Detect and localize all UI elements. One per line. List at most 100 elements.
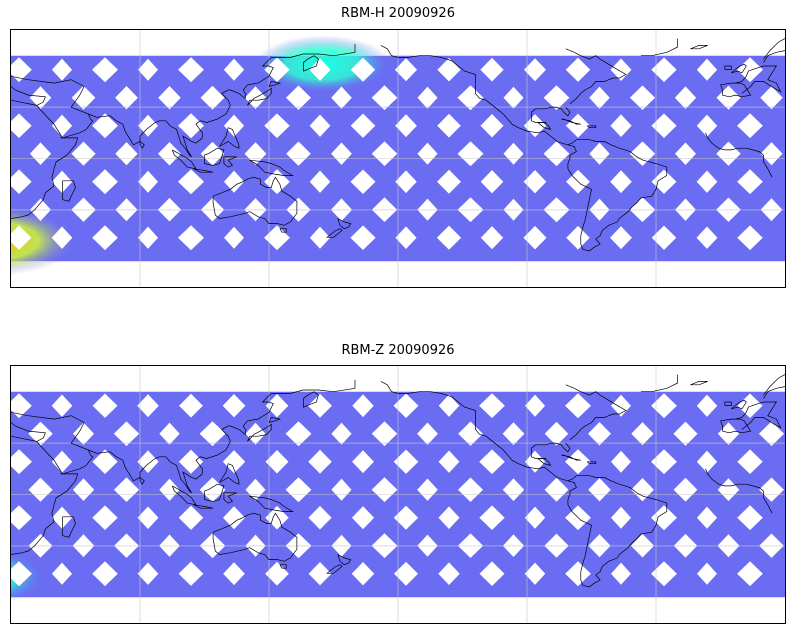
coastline (139, 477, 145, 485)
coastline (705, 132, 773, 178)
swath-gap (11, 505, 32, 531)
swath-gap (223, 58, 245, 81)
swath-gap (352, 450, 374, 474)
coastline (561, 454, 581, 461)
coastline (212, 176, 298, 226)
swath-gap (395, 170, 417, 194)
coastline (763, 386, 785, 399)
swath-gap (264, 225, 290, 251)
swath-gap (395, 114, 417, 138)
swath-gap (394, 58, 418, 82)
swath-gap (651, 169, 677, 194)
swath-gap (716, 85, 741, 110)
swath-gap (178, 561, 204, 586)
coastline (223, 492, 237, 504)
swath-gap (479, 393, 505, 419)
swath-gap (566, 225, 590, 250)
coastline (565, 384, 627, 440)
coastline (279, 564, 287, 569)
coastline (139, 141, 145, 149)
swath-gap (285, 477, 312, 503)
swath-gap (417, 142, 438, 165)
coastline (763, 50, 785, 63)
coastline (62, 516, 76, 538)
swath-gap (222, 394, 246, 418)
coastline (337, 218, 352, 230)
swath-gap (417, 86, 438, 109)
swath-gap (350, 169, 376, 194)
swath-gap (438, 506, 460, 529)
map-panel-rbm-z (10, 365, 786, 624)
swath-gap (523, 225, 547, 250)
map-svg-rbm-h (11, 30, 785, 287)
swath-gap (674, 142, 697, 165)
swath-gap (737, 225, 763, 251)
swath-gap (524, 394, 546, 417)
swath-gap (137, 450, 159, 474)
swath-gap (71, 141, 96, 166)
coastline (247, 87, 272, 106)
coastline (204, 147, 225, 166)
swath-gap (309, 114, 331, 137)
swath-gap (393, 393, 419, 418)
swath-gap (696, 450, 718, 473)
coastline (530, 442, 571, 459)
panel-title-rbm-z: RBM-Z 20090926 (341, 343, 455, 358)
coastline (279, 228, 287, 233)
swath-gap (51, 170, 73, 193)
swath-gap (696, 226, 718, 249)
swath-gap (178, 169, 204, 195)
coastline (268, 81, 282, 87)
coastline (249, 159, 294, 176)
swath-gap (543, 85, 570, 111)
swath-gap (588, 478, 611, 502)
coastline (720, 82, 752, 98)
coastline (11, 411, 94, 475)
swath-gap (223, 170, 245, 193)
swath-gap (437, 113, 461, 138)
swath-gap (523, 58, 547, 82)
swath-gap (51, 226, 73, 249)
swath-gap (589, 142, 610, 165)
map-panel-rbm-h (10, 29, 786, 288)
swath-gap (502, 478, 525, 502)
swath-gap (11, 57, 32, 83)
swath-gap (393, 505, 419, 530)
swath-gap (92, 393, 118, 418)
coastline (303, 55, 319, 72)
swath-gap (158, 86, 181, 110)
coastline (11, 137, 79, 219)
swath-gap (417, 478, 438, 501)
swath-gap (11, 393, 32, 419)
swath-gap (285, 421, 312, 447)
swath-gap (331, 422, 352, 445)
swath-gap (760, 142, 783, 166)
swath-gap (716, 141, 741, 166)
coastline (641, 38, 678, 57)
swath-gap (352, 394, 374, 418)
swath-gap (11, 449, 32, 475)
swath-gap (696, 114, 718, 137)
coastline (586, 461, 597, 465)
swath-gap (331, 86, 352, 109)
coastline (565, 48, 627, 104)
swath-gap (565, 449, 591, 475)
swath-gap (92, 505, 118, 531)
swath-gap (309, 58, 331, 81)
swath-gap (610, 506, 632, 529)
panel-title-rbm-h: RBM-H 20090926 (341, 6, 455, 21)
swath-gap (245, 478, 266, 501)
swath-gap (651, 57, 677, 83)
swath-gap (651, 449, 677, 475)
swath-gap (758, 421, 785, 446)
swath-gap (737, 113, 763, 139)
swath-gap (417, 422, 438, 445)
swath-gap (371, 477, 398, 503)
swath-gap (651, 561, 677, 587)
swath-gap (436, 225, 462, 250)
swath-gap (717, 422, 740, 446)
coastline (724, 65, 732, 70)
swath-gap (11, 225, 32, 250)
coastline (735, 65, 782, 94)
swath-gap (760, 86, 783, 110)
